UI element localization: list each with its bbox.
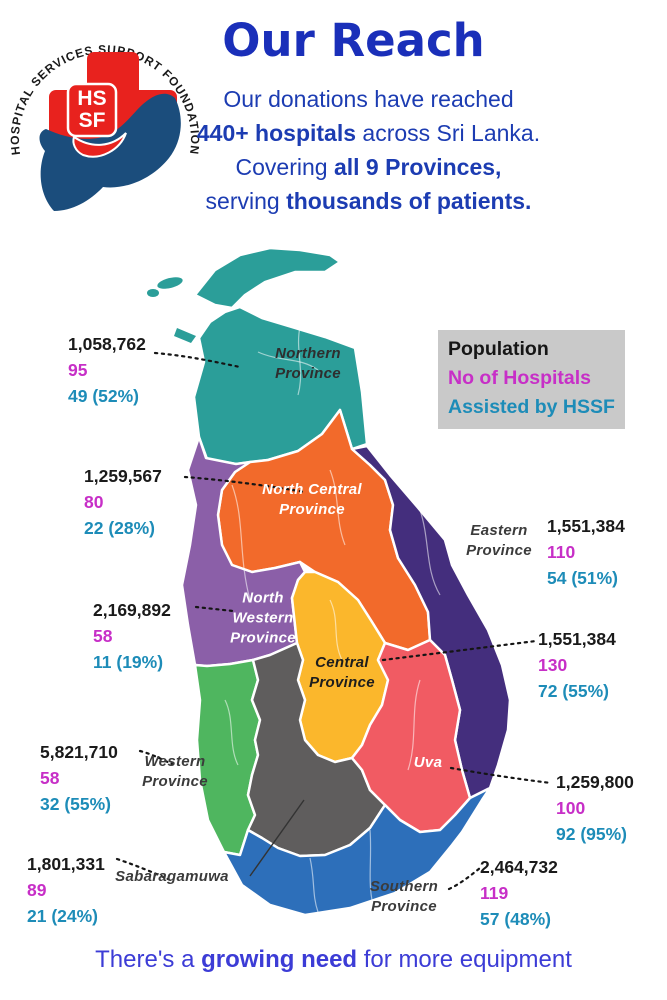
- hospitals-value: 100: [556, 798, 586, 818]
- population-value: 1,551,384: [538, 629, 616, 649]
- district-line: [224, 699, 239, 766]
- stats-southern: 2,464,732 119 57 (48%): [480, 854, 558, 932]
- population-value: 1,801,331: [27, 854, 105, 874]
- connector-north-central-line: [183, 475, 307, 494]
- hssf-logo: HOSPITAL SERVICES SUPPORT FOUNDATION HS …: [8, 42, 201, 211]
- legend-hospitals: No of Hospitals: [448, 367, 592, 389]
- stats-north-western: 2,169,892 58 11 (19%): [93, 597, 171, 675]
- stats-north-central: 1,259,567 80 22 (28%): [84, 463, 162, 541]
- subtitle-line-3: Covering all 9 Provinces,: [235, 154, 502, 180]
- hospitals-value: 119: [480, 883, 509, 903]
- label-northern-province: Northern Province: [275, 345, 341, 382]
- assisted-value: 21 (24%): [27, 906, 99, 926]
- hospitals-value: 89: [27, 880, 47, 900]
- hospitals-value: 58: [93, 626, 113, 646]
- assisted-value: 11 (19%): [93, 652, 164, 672]
- district-line: [297, 326, 302, 396]
- hssf-acronym-box: HS SF: [66, 82, 118, 138]
- hospitals-value: 58: [40, 768, 60, 788]
- district-line: [329, 599, 343, 661]
- connector-sabaragamuwa-pointer-line: [249, 799, 305, 877]
- connector-lines: [115, 351, 553, 891]
- district-line: [407, 679, 421, 771]
- stats-eastern: 1,551,384 110 54 (51%): [547, 513, 625, 591]
- assisted-value: 54 (51%): [547, 568, 619, 588]
- population-value: 1,058,762: [68, 334, 146, 354]
- label-uva-province: Uva: [413, 754, 443, 772]
- label-sabaragamuwa-province: Sabaragamuwa: [115, 868, 229, 886]
- connector-northern-line: [153, 351, 242, 369]
- label-eastern-province: Eastern Province: [466, 522, 532, 559]
- label-southern-province: Southern Province: [369, 878, 439, 915]
- subtitle-line-1: Our donations have reached: [223, 86, 514, 112]
- page-title: Our Reach: [222, 14, 485, 67]
- connector-uva-line: [449, 766, 553, 785]
- red-swoosh: [72, 132, 127, 158]
- subtitle-line-4: serving thousands of patients.: [205, 188, 532, 214]
- acronym-top: HS: [77, 87, 106, 110]
- assisted-value: 32 (55%): [40, 794, 112, 814]
- population-value: 1,259,800: [556, 772, 634, 792]
- population-value: 5,821,710: [40, 742, 118, 762]
- connector-north-western-line: [194, 605, 235, 613]
- connector-southern-line: [447, 866, 482, 891]
- population-value: 2,464,732: [480, 857, 558, 877]
- assisted-value: 72 (55%): [538, 681, 610, 701]
- assisted-value: 49 (52%): [68, 386, 140, 406]
- district-line: [369, 829, 373, 901]
- legend-assisted: Assisted by HSSF: [448, 396, 615, 418]
- district-line: [419, 509, 441, 596]
- connector-sabaragamuwa-line: [115, 857, 170, 881]
- assisted-value: 22 (28%): [84, 518, 156, 538]
- district-line: [231, 484, 251, 601]
- hospitals-value: 80: [84, 492, 104, 512]
- header-subtitle: Our donations have reached 440+ hospital…: [70, 82, 667, 218]
- footer-message: There's a growing need for more equipmen…: [95, 946, 572, 973]
- legend: Population No of Hospitals Assisted by H…: [438, 330, 625, 429]
- stats-uva: 1,259,800 100 92 (95%): [556, 769, 634, 847]
- hospitals-value: 110: [547, 542, 576, 562]
- district-line: [329, 469, 346, 546]
- population-value: 1,551,384: [547, 516, 625, 536]
- label-north-central-province: North Central Province: [262, 481, 362, 518]
- acronym-bottom: SF: [79, 109, 106, 132]
- stats-western: 5,821,710 58 32 (55%): [40, 739, 118, 817]
- population-value: 2,169,892: [93, 600, 171, 620]
- district-line: [257, 351, 319, 371]
- hand-icon: [39, 93, 181, 211]
- population-value: 1,259,567: [84, 466, 162, 486]
- northwest-islands: [147, 277, 196, 343]
- stats-central: 1,551,384 130 72 (55%): [538, 626, 616, 704]
- subtitle-line-2: 440+ hospitals across Sri Lanka.: [196, 120, 541, 146]
- stats-northern: 1,058,762 95 49 (52%): [68, 331, 146, 409]
- label-north-western-province: North Western Province: [230, 589, 296, 646]
- district-line: [309, 857, 319, 913]
- label-central-province: Central Province: [309, 654, 375, 691]
- label-western-province: Western Province: [142, 753, 208, 790]
- district-borders: [224, 326, 441, 913]
- stats-sabaragamuwa: 1,801,331 89 21 (24%): [27, 851, 105, 929]
- province-southern-shape: [222, 786, 492, 917]
- assisted-value: 57 (48%): [480, 909, 552, 929]
- assisted-value: 92 (95%): [556, 824, 628, 844]
- hospitals-value: 130: [538, 655, 568, 675]
- connector-central-line: [381, 639, 538, 662]
- hospitals-value: 95: [68, 360, 88, 380]
- province-northern-peninsula-shape: [193, 246, 342, 310]
- legend-population: Population: [448, 338, 549, 360]
- connector-western-line: [138, 749, 174, 766]
